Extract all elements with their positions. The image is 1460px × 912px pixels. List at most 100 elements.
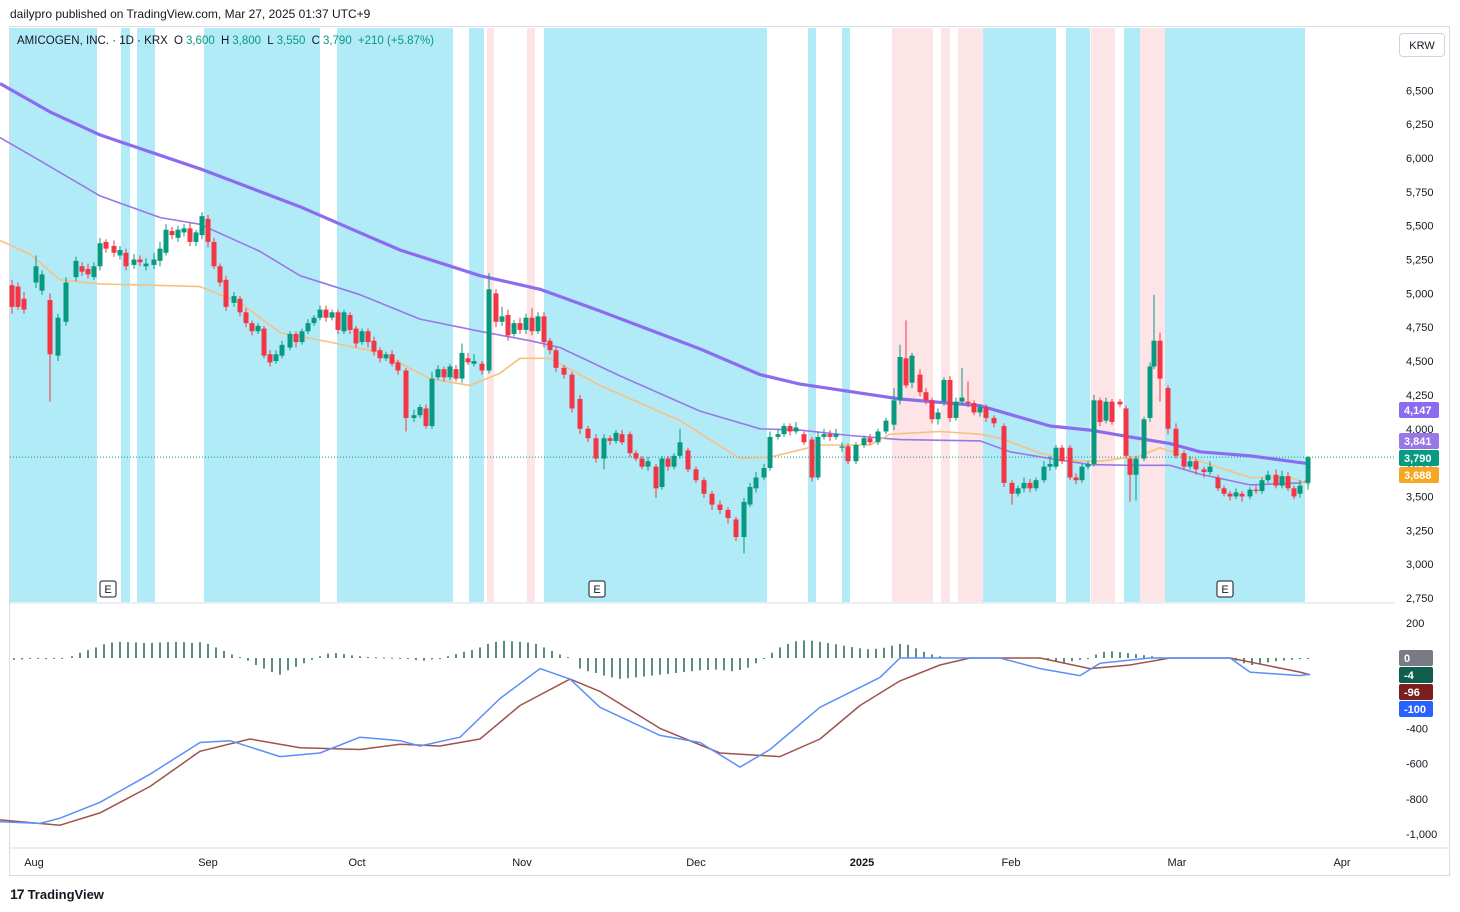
candle-body: [627, 434, 633, 454]
price-tick-label: 6,000: [1406, 153, 1434, 165]
candle-body: [1247, 489, 1253, 497]
candle-body: [1239, 493, 1245, 497]
currency-button[interactable]: KRW: [1399, 33, 1445, 57]
candle-body: [181, 228, 187, 233]
histogram-bar: [567, 657, 569, 659]
histogram-bar: [279, 658, 281, 675]
histogram-bar: [71, 656, 73, 658]
signal-zone-blue: [1066, 28, 1090, 602]
candle-body: [293, 333, 299, 343]
histogram-bar: [579, 658, 581, 669]
symbol-label[interactable]: AMICOGEN, INC. · 1D · KRX: [17, 35, 168, 47]
histogram-bar: [1119, 652, 1121, 658]
ma-short-line: [0, 239, 1311, 486]
candle-body: [85, 268, 91, 275]
candle-body: [21, 298, 27, 310]
histogram-bar: [487, 643, 489, 658]
histogram-bar: [29, 658, 31, 659]
macd-axis-badge-label: 0: [1404, 653, 1410, 665]
time-tick-label: Nov: [512, 857, 532, 869]
candle-body: [747, 486, 753, 505]
histogram-bar: [255, 658, 257, 666]
candle-body: [1297, 485, 1303, 494]
histogram-bar: [463, 651, 465, 658]
footer-brand[interactable]: 17 TradingView: [10, 886, 104, 902]
candle-body: [1059, 447, 1065, 462]
histogram-bar: [535, 643, 537, 658]
histogram-bar: [87, 650, 89, 658]
histogram-bar: [763, 658, 765, 659]
candle-body: [593, 438, 599, 459]
candle-body: [217, 266, 223, 283]
histogram-bar: [479, 647, 481, 658]
histogram-bar: [675, 658, 677, 673]
candle-body: [131, 259, 137, 265]
candle-body: [653, 466, 659, 489]
signal-zone-blue: [983, 28, 1056, 602]
open-value: 3,600: [185, 35, 215, 47]
histogram-bar: [659, 658, 661, 675]
histogram-bar: [167, 642, 169, 658]
candle-body: [389, 354, 395, 364]
candle-body: [833, 434, 839, 437]
histogram-bar: [1251, 658, 1253, 666]
histogram-bar: [215, 647, 217, 658]
histogram-bar: [455, 654, 457, 658]
candle-body: [1165, 388, 1171, 429]
histogram-bar: [159, 642, 161, 658]
candle-body: [867, 438, 873, 443]
candle-body: [619, 434, 625, 443]
candle-body: [903, 358, 909, 386]
candle-body: [1151, 340, 1157, 367]
histogram-bar: [635, 658, 637, 678]
earnings-marker-label: E: [593, 584, 600, 596]
candle-body: [659, 458, 665, 487]
histogram-bar: [1055, 658, 1057, 662]
candle-body: [1127, 458, 1133, 475]
candle-body: [733, 519, 739, 538]
histogram-bar: [375, 657, 377, 659]
candle-body: [249, 323, 255, 332]
candle-body: [1291, 488, 1297, 497]
candle-body: [1265, 474, 1271, 481]
candle-body: [1233, 492, 1239, 497]
candle-body: [821, 434, 827, 437]
low-value: 3,550: [276, 35, 306, 47]
candle-body: [977, 407, 983, 413]
histogram-bar: [303, 658, 305, 664]
histogram-bar: [53, 658, 55, 659]
candle-body: [123, 252, 129, 267]
time-tick-label: 2025: [850, 857, 874, 869]
histogram-bar: [327, 653, 329, 658]
price-axis-badge-label: 3,688: [1404, 470, 1432, 482]
histogram-bar: [335, 653, 337, 658]
earnings-marker-label: E: [104, 584, 111, 596]
histogram-bar: [119, 641, 121, 658]
candle-body: [395, 362, 401, 371]
histogram-bar: [367, 656, 369, 658]
histogram-bar: [1299, 658, 1301, 660]
signal-zone-blue: [204, 28, 320, 602]
signal-zone-blue: [842, 28, 850, 602]
price-tick-label: 3,500: [1406, 491, 1434, 503]
candle-body: [709, 493, 715, 505]
histogram-bar: [95, 647, 97, 658]
signal-zone-blue: [808, 28, 816, 602]
candle-body: [151, 259, 157, 265]
candle-body: [73, 260, 79, 278]
histogram-bar: [239, 657, 241, 659]
macd-tick-label: 200: [1406, 618, 1424, 630]
histogram-bar: [1267, 658, 1269, 663]
candle-body: [39, 274, 45, 291]
histogram-bar: [311, 658, 313, 660]
histogram-bar: [1135, 654, 1137, 658]
candle-body: [1157, 340, 1163, 379]
candle-body: [1173, 428, 1179, 456]
candle-body: [639, 458, 645, 467]
candle-body: [1279, 476, 1285, 486]
histogram-bar: [619, 658, 621, 679]
price-axis-badge-label: 3,790: [1404, 453, 1432, 465]
candle-body: [569, 374, 575, 409]
candle-body: [493, 293, 499, 322]
